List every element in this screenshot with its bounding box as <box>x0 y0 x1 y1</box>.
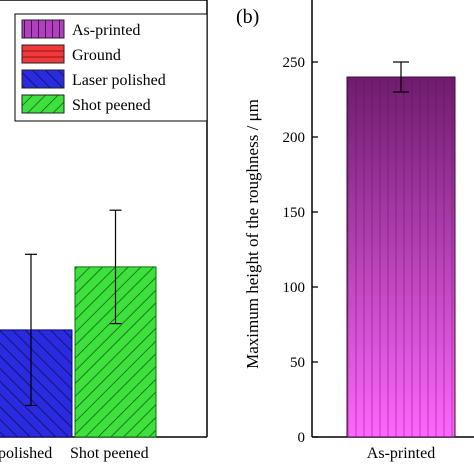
legend-swatch-laser-polished <box>21 69 65 89</box>
legend-swatch-shot-peened <box>21 94 65 114</box>
y-tick-label: 250 <box>283 55 306 71</box>
panel-b: (b) Maximum height of the roughness / μm… <box>236 0 474 462</box>
y-tick-label: 200 <box>283 130 306 146</box>
legend-label-laser-polished: Laser polished <box>72 72 166 89</box>
legend-label-shot-peened: Shot peened <box>72 97 151 114</box>
bar-hatch-as-printed <box>347 77 455 437</box>
y-tick-label: 100 <box>283 280 306 296</box>
y-tick-label: 0 <box>298 430 306 446</box>
x-category-label: As-printed <box>367 445 435 462</box>
bar-laser-polished <box>0 329 73 438</box>
y-axis-label: Maximum height of the roughness / μm <box>243 99 262 369</box>
x-category-label: Shot peened <box>70 445 149 462</box>
panel-a: polished Shot peened As-printed Ground Lase… <box>0 0 208 462</box>
legend-label-as-printed: As-printed <box>72 22 140 39</box>
x-category-label: polished <box>0 445 52 462</box>
legend-swatch-ground <box>21 44 65 64</box>
y-tick-label: 150 <box>283 205 306 221</box>
y-tick-label: 50 <box>290 355 305 371</box>
legend: As-printed Ground Laser polished Shot peene… <box>14 13 208 122</box>
panel-b-label: (b) <box>236 6 259 28</box>
legend-label-ground: Ground <box>72 47 121 64</box>
legend-swatch-as-printed <box>21 19 65 39</box>
